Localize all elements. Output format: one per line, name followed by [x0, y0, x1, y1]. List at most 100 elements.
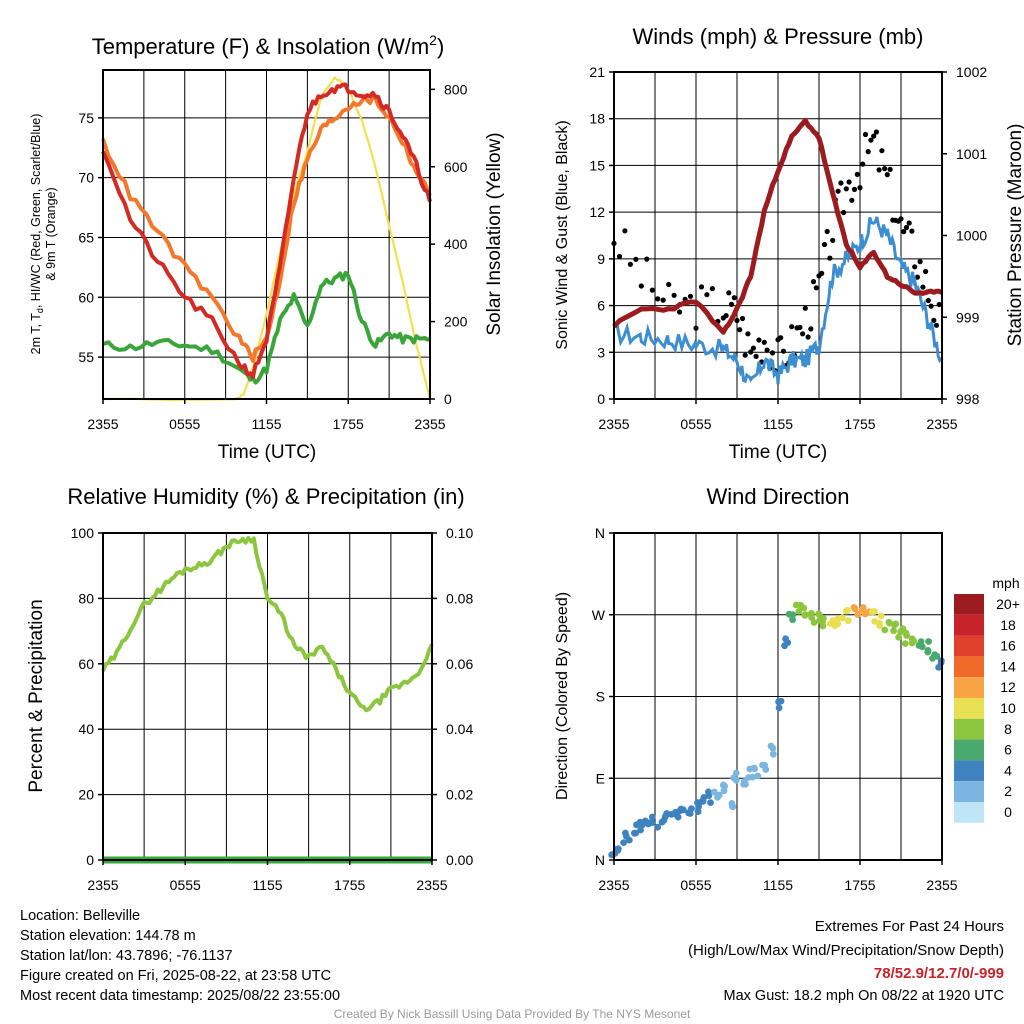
gust-point: [666, 281, 672, 288]
gust-point: [846, 179, 852, 185]
gust-point: [901, 229, 907, 235]
gust-point: [616, 253, 623, 260]
direction-point: [729, 803, 736, 810]
gust-point: [865, 149, 871, 155]
credit-line: Created By Nick Bassill Using Data Provi…: [333, 1007, 691, 1021]
direction-point: [767, 742, 775, 750]
y-tick-label: S: [596, 689, 605, 705]
gust-point: [879, 148, 885, 154]
pressure-ylabel: Station Pressure (Maroon): [1005, 124, 1024, 347]
direction-point: [762, 766, 770, 773]
colorbar-swatch: [954, 802, 984, 823]
y-tick-label: 60: [78, 656, 94, 672]
y2-tick-label: 1000: [956, 228, 987, 244]
y2-tick-label: 0.08: [446, 590, 473, 606]
insolation-ylabel: Solar Insolation (Yellow): [484, 132, 505, 335]
direction-point: [714, 793, 721, 801]
direction-point: [810, 619, 818, 626]
y-tick-label: 20: [78, 787, 94, 803]
colorbar-label: 0: [1004, 804, 1012, 820]
y2-tick-label: 1001: [956, 146, 987, 162]
wind-speed-line: [613, 216, 944, 385]
wdir-title: Wind Direction: [706, 484, 849, 509]
gust-point: [802, 305, 808, 311]
gust-point: [800, 331, 806, 337]
gust-point: [745, 331, 751, 337]
gust-point: [862, 131, 869, 138]
colorbar-unit: mph: [992, 575, 1019, 591]
direction-point: [674, 813, 682, 821]
temp-ylabel: 2m T, Td, HI/WC (Red, Green, Scarlet/Blu…: [29, 114, 58, 355]
direction-point: [769, 750, 777, 758]
direction-point: [782, 635, 789, 643]
rh-x-ticks: 2355 0555 1155 1755 2355: [87, 860, 448, 893]
gust-point: [622, 228, 628, 234]
temperature-series: [101, 82, 432, 385]
direction-point: [851, 605, 859, 612]
gust-point: [914, 274, 921, 280]
colorbar-swatch: [954, 614, 984, 636]
x-tick-label: 0555: [680, 416, 711, 432]
y-tick-label: 6: [597, 298, 605, 314]
x-tick-label: 1755: [844, 416, 875, 432]
insolation-y-ticks: 0 200 400 600 800: [430, 81, 468, 407]
gust-point: [742, 352, 748, 358]
y-tick-label: N: [595, 852, 605, 868]
max-gust: Max Gust: 18.2 mph On 08/22 at 1920 UTC: [723, 988, 1004, 1004]
colorbar-label: 8: [1004, 721, 1012, 737]
rh-ylabel: Percent & Precipitation: [26, 599, 47, 792]
colorbar-swatch: [954, 677, 984, 698]
gust-point: [841, 209, 847, 216]
gust-point: [660, 297, 666, 303]
wdir-y-ticks: N E S W N: [592, 525, 614, 868]
direction-point: [754, 772, 762, 780]
y-tick-label: 70: [78, 170, 94, 186]
gust-point: [931, 317, 937, 323]
colorbar-label: 12: [1000, 679, 1016, 695]
direction-point: [777, 697, 785, 705]
station-elevation: Station elevation: 144.78 m: [20, 928, 196, 944]
y2-tick-label: 0.00: [446, 852, 473, 868]
colorbar-label: 14: [1000, 658, 1016, 674]
gust-point: [857, 185, 863, 191]
direction-point: [775, 704, 783, 712]
pressure-y-ticks: 998 999 1000 1001 1002: [942, 64, 987, 407]
direction-point: [648, 813, 656, 821]
y2-tick-label: 999: [956, 309, 980, 325]
gust-point: [917, 259, 923, 265]
direction-point: [620, 839, 627, 846]
gust-point: [698, 284, 705, 290]
y-tick-label: N: [595, 525, 605, 541]
direction-point: [868, 608, 876, 616]
figure-created: Figure created on Fri, 2025-08-22, at 23…: [20, 968, 332, 984]
extremes-values: 78/52.9/12.7/0/-999: [873, 965, 1004, 982]
extremes-subtitle: (High/Low/Max Wind/Precipitation/Snow De…: [688, 942, 1004, 959]
direction-point: [881, 626, 889, 634]
y-tick-label: 21: [589, 64, 605, 80]
colorbar-swatch: [954, 718, 984, 740]
gust-point: [838, 180, 844, 186]
y2-tick-label: 600: [444, 159, 468, 175]
direction-point: [854, 611, 862, 618]
wind-x-ticks: 2355 0555 1155 1755 2355: [598, 399, 958, 432]
y2-tick-label: 0.04: [446, 721, 473, 737]
svg-text:2m T, Td, HI/WC (Red, Green, S: 2m T, Td, HI/WC (Red, Green, Scarlet/Blu…: [29, 114, 45, 355]
gust-point: [750, 345, 757, 351]
y2-tick-label: 1002: [956, 64, 987, 80]
wind-series: [612, 117, 944, 385]
gust-point: [734, 317, 740, 324]
direction-point: [648, 819, 656, 827]
temperature-line: [102, 270, 431, 385]
gust-point: [821, 241, 828, 248]
precip-y-ticks: 0.00 0.02 0.04 0.06 0.08 0.10: [432, 525, 473, 868]
gust-point: [871, 133, 877, 139]
y-tick-label: 80: [78, 590, 94, 606]
temp-y-ticks: 55 60 65 70 75: [78, 110, 103, 365]
gust-point: [906, 220, 912, 226]
rh-title: Relative Humidity (%) & Precipitation (i…: [67, 484, 464, 509]
gust-point: [704, 292, 710, 298]
colorbar-label: 20+: [996, 596, 1020, 612]
y2-tick-label: 0.06: [446, 656, 473, 672]
gust-point: [830, 237, 836, 243]
